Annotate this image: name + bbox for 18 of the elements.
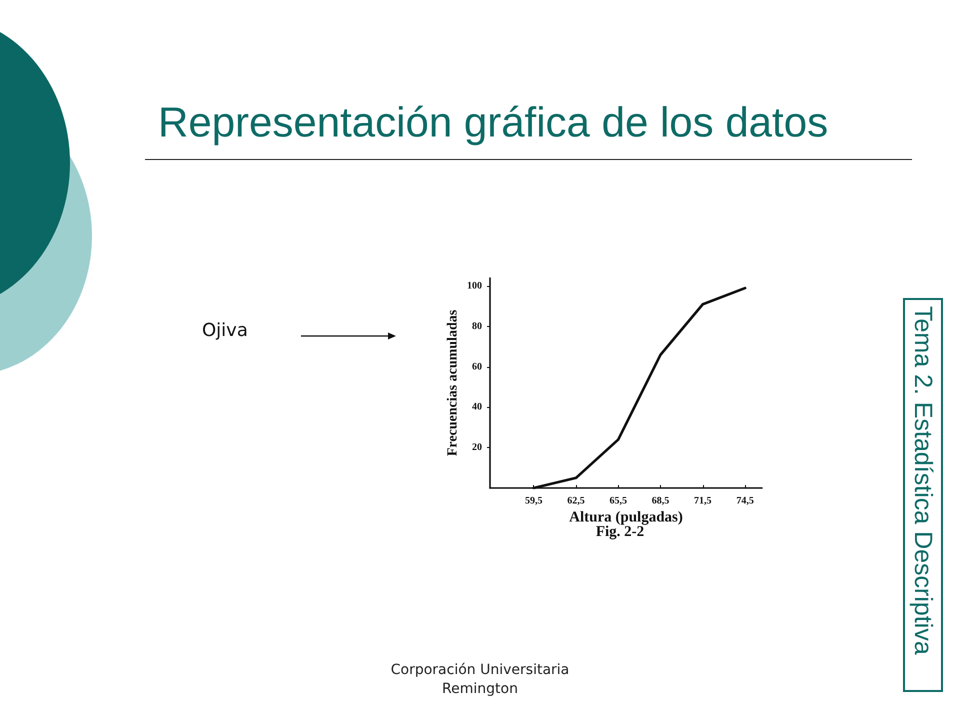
y-tick-label: 100: [467, 280, 482, 292]
text: Tema 2. Estadística Descriptiva: [903, 298, 943, 692]
x-tick-label: 74,5: [736, 496, 754, 506]
x-tick-label: 68,5: [652, 496, 670, 506]
y-tick-label: 60: [472, 361, 482, 372]
text: Ojiva: [202, 320, 248, 341]
y-axis-title: Frecuencias acumuladas: [446, 309, 460, 456]
x-tick-label: 59,5: [524, 496, 542, 506]
text: Corporación Universitaria Remington: [390, 661, 570, 699]
x-tick-label: 65,5: [610, 496, 627, 506]
y-tick-label: 20: [472, 442, 482, 454]
y-tick-label: 40: [472, 402, 482, 413]
chart-title: Representación gráfica de los datos: [158, 98, 828, 146]
x-tick-label: 71,5: [694, 496, 712, 506]
y-tick-label: 80: [472, 320, 482, 332]
x-tick-label: 62,5: [567, 496, 585, 506]
caption: Fig. 2-2: [594, 524, 644, 541]
x-axis-title: Altura (pulgadas): [569, 510, 683, 526]
